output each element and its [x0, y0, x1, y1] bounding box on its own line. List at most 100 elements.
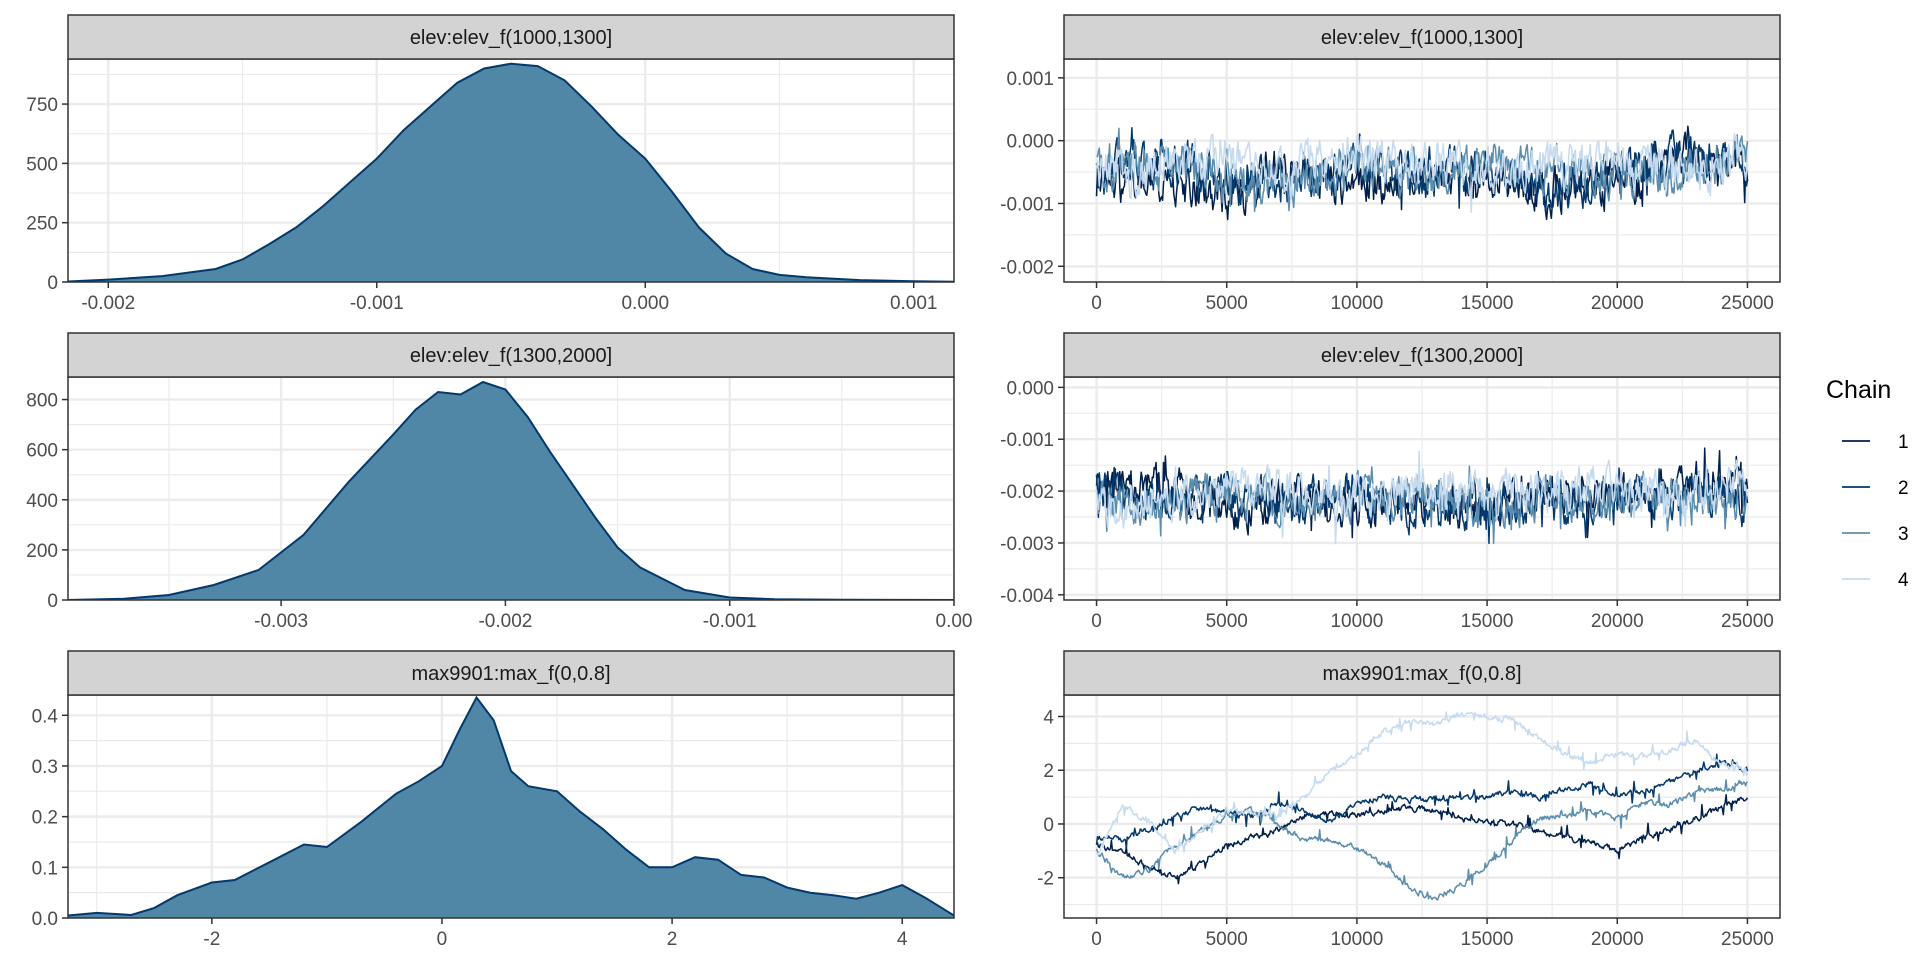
x-tick-label: 5000: [1206, 293, 1248, 314]
panel-4: max9901:max_f(0,0.8] -2 0 2 4 0.0 0.1 0.2 0.3 0.4: [32, 650, 955, 950]
density-area: [68, 697, 954, 918]
strip-title: max9901:max_f(0,0.8]: [1323, 663, 1522, 685]
strip-background: [67, 332, 955, 378]
panel-2: elev:elev_f(1300,2000] -0.003 -0.002 -0.001…: [26, 332, 973, 632]
x-tick-label: 10000: [1330, 293, 1383, 314]
trace-line-chain-4: [1095, 711, 1749, 855]
x-tick-label: 5000: [1206, 611, 1248, 632]
trace-line-chain-2: [1095, 127, 1749, 213]
x-tick-label: 15000: [1461, 611, 1514, 632]
y-tick-label: 750: [26, 95, 58, 116]
x-tick-label: 25000: [1721, 929, 1774, 950]
x-tick-label: 20000: [1591, 929, 1644, 950]
density-area: [68, 382, 954, 600]
trace-line-chain-4: [1095, 450, 1749, 545]
x-tick-label: 0.00: [936, 611, 973, 632]
density-line: [68, 695, 954, 917]
y-tick-label: 2: [1043, 761, 1054, 782]
trace-line-chain-4: [1095, 132, 1749, 213]
trace-line-chain-2: [1095, 753, 1749, 850]
x-tick-label: 0: [437, 929, 448, 950]
density-line: [68, 62, 954, 282]
y-tick-label: -0.003: [1000, 534, 1054, 555]
legend-label: 4: [1898, 570, 1909, 591]
y-tick-label: -0.001: [1000, 430, 1054, 451]
x-tick-label: -0.001: [350, 293, 404, 314]
strip-title: elev:elev_f(1300,2000]: [1321, 345, 1523, 367]
x-tick-label: -0.002: [81, 293, 135, 314]
plot-content: [68, 380, 954, 600]
x-tick-label: 5000: [1206, 929, 1248, 950]
strip-title: elev:elev_f(1000,1300]: [1321, 27, 1523, 49]
strip-title: max9901:max_f(0,0.8]: [412, 663, 611, 685]
plot-content: [1095, 711, 1749, 901]
y-tick-label: 0.000: [1006, 378, 1054, 399]
y-tick-label: 600: [26, 441, 58, 462]
panel-5: max9901:max_f(0,0.8] 0 5000 10000 15000 20000…: [1037, 650, 1781, 950]
x-tick-label: 4: [897, 929, 908, 950]
grid: [1064, 59, 1780, 282]
y-tick-label: -0.001: [1000, 194, 1054, 215]
strip-background: [1063, 14, 1781, 60]
strip-background: [1063, 332, 1781, 378]
x-tick-label: 20000: [1591, 293, 1644, 314]
x-tick-label: -2: [203, 929, 220, 950]
x-tick-label: 0: [1091, 929, 1102, 950]
y-tick-label: 4: [1043, 707, 1054, 728]
y-tick-label: 0: [47, 273, 58, 294]
strip-background: [67, 14, 955, 60]
strip-background: [67, 650, 955, 696]
x-tick-label: 0.000: [621, 293, 669, 314]
y-tick-label: 0: [1043, 815, 1054, 836]
y-tick-label: 800: [26, 391, 58, 412]
x-tick-label: 2: [667, 929, 678, 950]
y-tick-label: 0.3: [32, 757, 58, 778]
x-tick-label: 15000: [1461, 293, 1514, 314]
trace-line-chain-1: [1096, 794, 1749, 885]
plot-content: [68, 695, 954, 918]
y-tick-label: -0.002: [1000, 257, 1054, 278]
plot-content: [68, 62, 954, 282]
legend: Chain: [1826, 376, 1914, 596]
legend-label: 3: [1898, 524, 1909, 545]
x-tick-label: 25000: [1721, 611, 1774, 632]
y-tick-label: 500: [26, 154, 58, 175]
strip-background: [1063, 650, 1781, 696]
y-tick-label: -0.002: [1000, 482, 1054, 503]
y-tick-label: -0.004: [1000, 586, 1054, 607]
panel-1: elev:elev_f(1000,1300] 0 5000 10000 15000 200…: [1000, 14, 1781, 314]
strip-title: elev:elev_f(1000,1300]: [410, 27, 612, 49]
legend-keys: 1 2 3 4: [1842, 432, 1909, 591]
legend-label: 1: [1898, 432, 1909, 453]
density-area: [68, 63, 954, 282]
x-tick-label: 20000: [1591, 611, 1644, 632]
x-tick-label: 15000: [1461, 929, 1514, 950]
y-tick-label: 0.001: [1006, 69, 1054, 90]
y-tick-label: 250: [26, 214, 58, 235]
x-tick-label: -0.002: [478, 611, 532, 632]
y-tick-label: 0.2: [32, 808, 58, 829]
plot-content: [1095, 447, 1749, 545]
y-tick-label: 400: [26, 491, 58, 512]
legend-label: 2: [1898, 478, 1909, 499]
strip-title: elev:elev_f(1300,2000]: [410, 345, 612, 367]
y-tick-label: 0.000: [1006, 132, 1054, 153]
trace-line-chain-3: [1095, 779, 1749, 901]
plot-content: [1095, 125, 1749, 221]
panel-3: elev:elev_f(1300,2000] 0 5000 10000 15000 200…: [1000, 332, 1781, 632]
x-tick-label: 0: [1091, 293, 1102, 314]
panel-0: elev:elev_f(1000,1300] -0.002 -0.001 0.000 0…: [26, 14, 955, 314]
y-tick-label: 0.1: [32, 858, 58, 879]
y-tick-label: 0.4: [32, 706, 59, 727]
density-line: [68, 380, 954, 600]
x-tick-label: -0.001: [703, 611, 757, 632]
y-tick-label: 0: [47, 591, 58, 612]
y-tick-label: 0.0: [32, 909, 58, 930]
legend-title: Chain: [1826, 376, 1892, 404]
x-tick-label: 10000: [1330, 611, 1383, 632]
y-tick-label: 200: [26, 541, 58, 562]
x-tick-label: 25000: [1721, 293, 1774, 314]
x-tick-label: 0.001: [890, 293, 938, 314]
y-tick-label: -2: [1037, 869, 1054, 890]
